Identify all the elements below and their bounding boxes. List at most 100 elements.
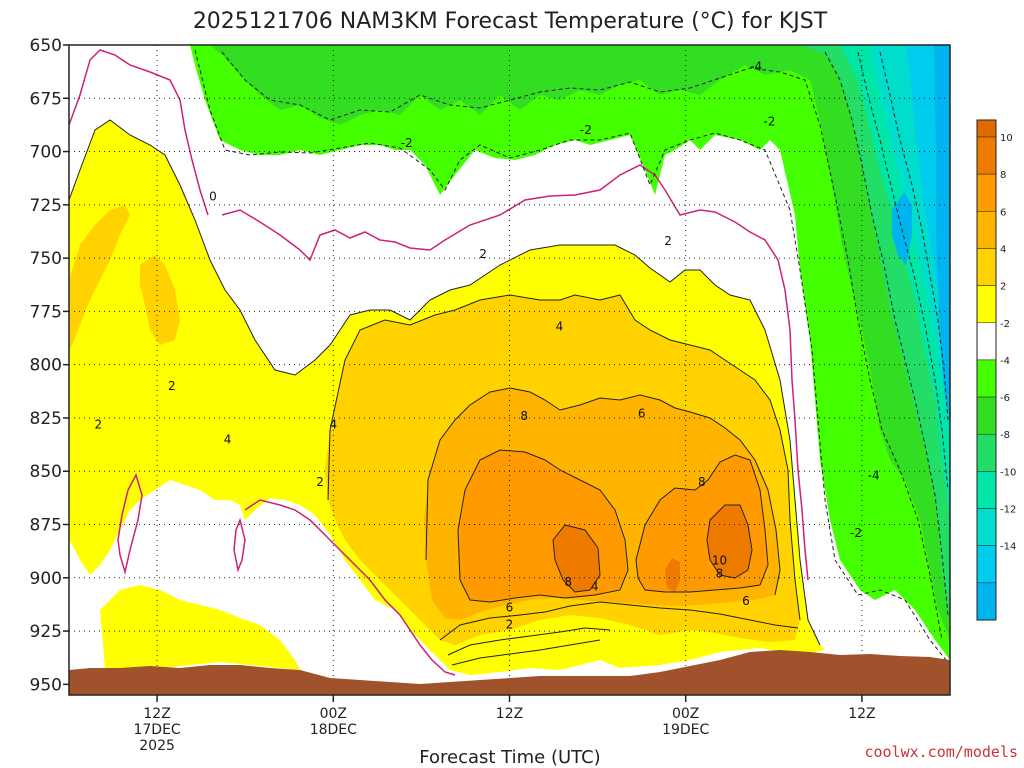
- contour-solid-8-east: [635, 454, 769, 593]
- contour-label: 4: [224, 432, 232, 446]
- contour-label: 2: [316, 475, 324, 489]
- y-tick-label: 725: [30, 196, 62, 216]
- field-10-east-small: [665, 558, 680, 592]
- contour-solid-10-east: [706, 504, 753, 579]
- colorbar-label: 6: [1000, 207, 1006, 218]
- contour-label: 8: [716, 567, 724, 581]
- colorbar-label: 10: [1000, 133, 1013, 144]
- colorbar-label: -12: [1000, 505, 1016, 516]
- contour-solid-2: [69, 119, 821, 646]
- x-tick-label: 18DEC: [310, 722, 357, 738]
- x-tick-label: 00Z: [672, 706, 699, 722]
- contour-label: 2: [664, 234, 672, 248]
- y-tick-label: 775: [30, 302, 62, 322]
- contour-dashed-2: [221, 51, 943, 641]
- x-tick-label: 2025: [139, 738, 175, 754]
- colorbar-swatch: [976, 433, 997, 472]
- x-tick-label: 12Z: [848, 706, 875, 722]
- contour-zero-mid: [221, 164, 809, 581]
- colorbar-swatch: [976, 471, 997, 509]
- contour-label: 6: [638, 407, 646, 421]
- contour-label: 2: [95, 417, 103, 431]
- colorbar-swatch: [976, 285, 997, 324]
- y-tick-label: 925: [30, 622, 62, 642]
- y-tick-label: 750: [30, 249, 62, 269]
- contour-zero-west: [69, 49, 209, 216]
- contour-label: -4: [750, 59, 762, 73]
- y-tick-label: 675: [30, 89, 62, 109]
- contour-dashed-4: [857, 51, 949, 491]
- y-tick-label: 875: [30, 516, 62, 536]
- colorbar-swatch: [976, 211, 997, 249]
- contour-label: 4: [556, 319, 564, 333]
- colorbar-frame: [976, 119, 997, 621]
- contour-label: -2: [763, 115, 775, 129]
- colorbar-label: -6: [1000, 393, 1010, 404]
- colorbar-label: 2: [1000, 282, 1006, 293]
- x-tick-label: 12Z: [143, 706, 170, 722]
- contour-label: 0: [209, 189, 217, 203]
- contour-label: -2: [401, 136, 413, 150]
- field-4-to-6-patch: [140, 255, 180, 345]
- x-tick-label: 00Z: [320, 706, 347, 722]
- y-tick-label: 900: [30, 569, 62, 589]
- colorbar-label: -4: [1000, 356, 1010, 367]
- contour-solid-4: [327, 294, 801, 621]
- contour-solid-10-west: [552, 524, 601, 593]
- contour-solid-8-west: [457, 449, 629, 603]
- colorbar: 10 8 6 4 2 -2 -4 -6 -8 -10 -12 -14: [976, 119, 1016, 621]
- x-axis-label: Forecast Time (UTC): [419, 747, 600, 768]
- colorbar-swatch: [976, 582, 997, 621]
- colorbar-swatch: [976, 396, 997, 435]
- contour-label: -2: [850, 526, 862, 540]
- contour-label: 8: [564, 575, 572, 589]
- y-tick-label: 800: [30, 356, 62, 376]
- colorbar-swatch: [976, 119, 997, 138]
- field-2-to-4-lower: [100, 585, 300, 670]
- contour-dashed-1: [194, 49, 950, 666]
- y-tick-label: 825: [30, 409, 62, 429]
- colorbar-swatch: [976, 359, 997, 398]
- contour-near-surface-3: [451, 639, 601, 666]
- surface-terrain: [69, 650, 950, 695]
- contour-label: 4: [329, 417, 337, 431]
- x-tick-label: 12Z: [496, 706, 523, 722]
- contour-label: 2: [479, 247, 487, 261]
- contour-zero-small-2: [233, 517, 246, 573]
- contour-solid-6: [425, 387, 781, 596]
- field-coldest: [934, 45, 950, 420]
- contour-zero-small: [117, 473, 143, 575]
- contour-label: 4: [591, 579, 599, 593]
- field-4-to-6-west: [69, 205, 130, 350]
- colorbar-label: -10: [1000, 467, 1016, 478]
- x-tick-label: 19DEC: [662, 722, 709, 738]
- colorbar-label: -14: [1000, 542, 1016, 553]
- chart-title: 2025121706 NAM3KM Forecast Temperature (…: [193, 9, 828, 34]
- colorbar-label: -2: [1000, 319, 1010, 330]
- contour-label: 6: [506, 601, 514, 615]
- colorbar-swatch: [976, 322, 997, 361]
- colorbar-label: -8: [1000, 430, 1010, 441]
- contour-label: 6: [742, 594, 750, 608]
- colorbar-swatch: [976, 173, 997, 212]
- colorbar-label: 8: [1000, 170, 1006, 181]
- y-tick-label: 850: [30, 462, 62, 482]
- contour-dashed-3: [824, 51, 949, 616]
- y-tick-label: 700: [30, 143, 62, 163]
- y-axis: 650 675 700 725 750 775 800 825 850 875 900 925 950: [30, 36, 69, 695]
- colorbar-swatch: [976, 545, 997, 584]
- contour-dashed-5: [879, 51, 949, 421]
- contour-label: 2: [168, 379, 176, 393]
- contour-label: 8: [520, 409, 528, 423]
- field-10-east: [707, 505, 752, 578]
- colorbar-swatch: [976, 248, 997, 286]
- contour-label: 2: [506, 618, 514, 632]
- colorbar-label: 4: [1000, 244, 1006, 255]
- y-tick-label: 950: [30, 675, 62, 695]
- contour-near-surface: [439, 601, 799, 641]
- credit-link[interactable]: coolwx.com/models: [864, 743, 1018, 761]
